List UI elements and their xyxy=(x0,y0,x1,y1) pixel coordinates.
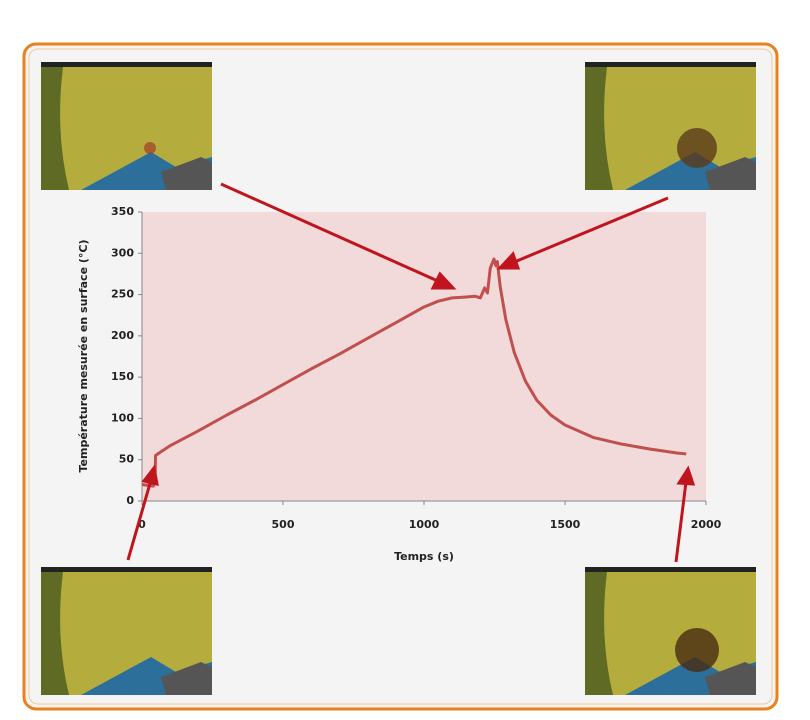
x-tick-label: 1500 xyxy=(550,518,581,531)
y-tick-label: 0 xyxy=(126,494,134,507)
arrow-head xyxy=(430,271,457,290)
x-axis-label: Temps (s) xyxy=(394,550,454,563)
photo xyxy=(41,567,212,695)
y-tick-label: 250 xyxy=(111,288,134,301)
arrow xyxy=(126,479,153,561)
arrows xyxy=(126,182,696,563)
y-tick-label: 150 xyxy=(111,370,134,383)
photo xyxy=(585,62,756,190)
y-tick-label: 350 xyxy=(111,205,134,218)
photo-spot xyxy=(677,128,717,168)
y-tick-label: 100 xyxy=(111,411,134,424)
y-tick-label: 50 xyxy=(119,453,135,466)
x-tick-label: 2000 xyxy=(691,518,722,531)
plot-area xyxy=(142,212,706,501)
photo-spot xyxy=(144,142,156,154)
photo xyxy=(585,567,756,695)
x-tick-label: 1000 xyxy=(409,518,440,531)
y-tick-label: 200 xyxy=(111,329,134,342)
arrow xyxy=(220,182,441,284)
x-tick-label: 0 xyxy=(138,518,146,531)
y-tick-label: 300 xyxy=(111,246,134,259)
photo xyxy=(41,62,212,190)
x-tick-label: 500 xyxy=(272,518,295,531)
plot: 0 50 100 150 200 250 300 350 0 500 1000 1500 2000 xyxy=(111,205,722,531)
arrow xyxy=(674,481,688,563)
arrow-head xyxy=(141,464,159,486)
data-line xyxy=(141,257,687,488)
arrow-head xyxy=(496,251,521,270)
frame-inner xyxy=(28,48,773,705)
arrow-head xyxy=(676,465,696,486)
photo-spot xyxy=(675,628,719,672)
y-axis-label: Température mesurée en surface (°C) xyxy=(77,240,90,473)
arrow xyxy=(511,196,669,265)
